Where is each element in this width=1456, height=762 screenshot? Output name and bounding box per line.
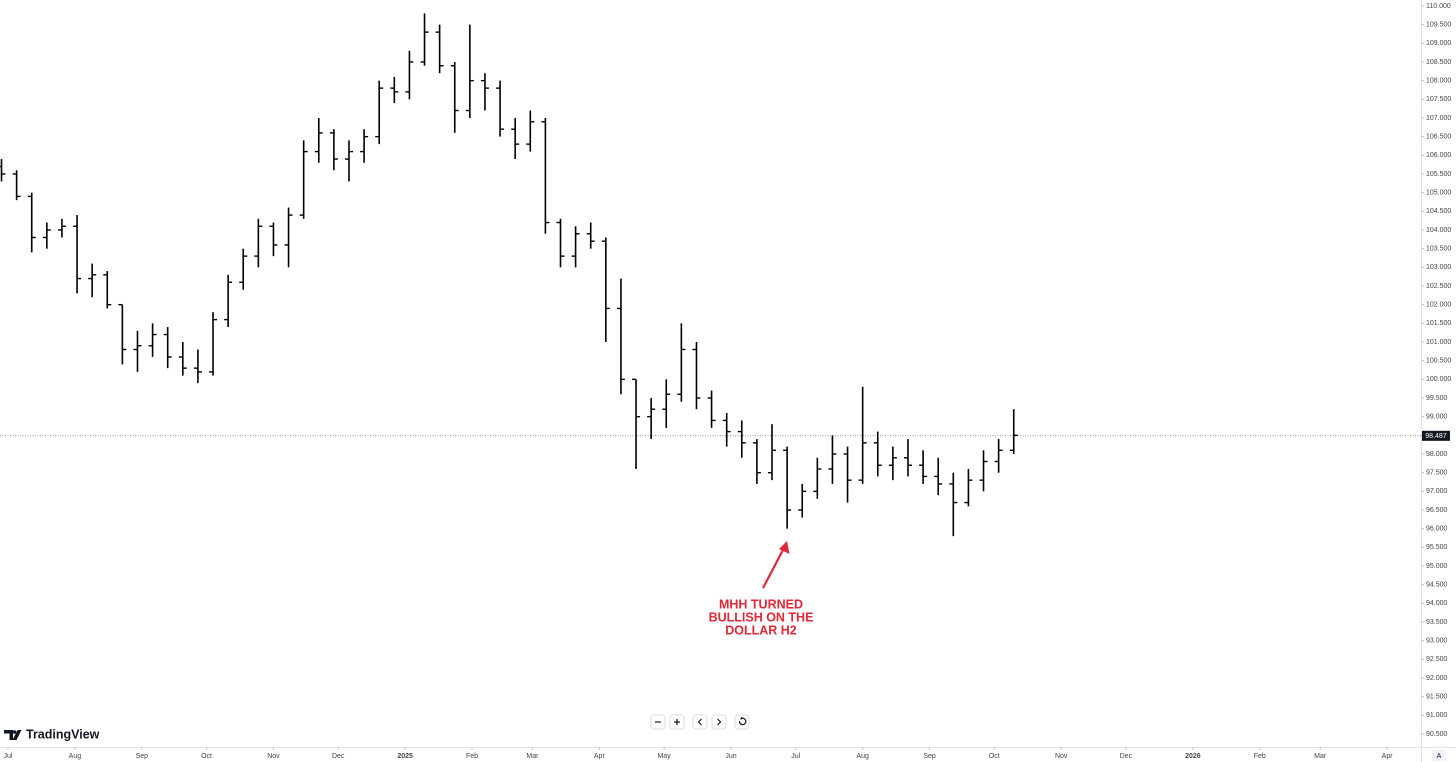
y-tick-label: 102.500 [1426, 283, 1451, 290]
x-tick-label: Aug [856, 753, 869, 760]
y-tick-label: 96.000 [1426, 526, 1448, 533]
x-tick-label: Mar [1314, 753, 1327, 760]
x-tick-label: Jul [4, 753, 13, 760]
y-tick-label: 106.500 [1426, 133, 1451, 140]
reset-button[interactable] [734, 714, 750, 730]
y-tick-label: 104.000 [1426, 227, 1451, 234]
y-tick-label: 91.500 [1426, 694, 1448, 701]
y-tick-label: 105.500 [1426, 171, 1451, 178]
last-price-label: 98.487 [1425, 433, 1447, 440]
y-tick-label: 91.000 [1426, 712, 1448, 719]
y-tick-label: 110.000 [1426, 3, 1451, 10]
x-tick-label: 2026 [1185, 753, 1201, 760]
x-tick-label: 2025 [397, 753, 413, 760]
y-tick-label: 95.500 [1426, 544, 1448, 551]
x-tick-label: Nov [267, 753, 280, 760]
y-tick-label: 99.000 [1426, 414, 1448, 421]
logo-text: TradingView [26, 727, 100, 741]
y-tick-label: 109.500 [1426, 21, 1451, 28]
y-tick-label: 108.000 [1426, 77, 1451, 84]
x-tick-label: Nov [1055, 753, 1068, 760]
y-tick-label: 105.000 [1426, 190, 1451, 197]
x-tick-label: Oct [989, 753, 1000, 760]
y-tick-label: 90.500 [1426, 731, 1448, 738]
y-tick-label: 107.000 [1426, 115, 1451, 122]
y-tick-label: 99.500 [1426, 395, 1448, 402]
y-tick-label: 93.500 [1426, 619, 1448, 626]
y-tick-label: 96.500 [1426, 507, 1448, 514]
y-tick-label: 106.000 [1426, 152, 1451, 159]
nav-buttons [650, 714, 750, 730]
scroll-left-icon [697, 718, 702, 726]
y-tick-label: 102.000 [1426, 302, 1451, 309]
x-tick-label: Oct [201, 753, 212, 760]
zoom-in-icon [674, 719, 680, 725]
scroll-left-button[interactable] [692, 714, 708, 730]
y-tick-label: 92.000 [1426, 675, 1448, 682]
x-tick-label: Apr [1382, 753, 1394, 760]
x-tick-label: Jul [791, 753, 800, 760]
annotation-arrow [762, 547, 785, 589]
y-tick-label: 103.000 [1426, 264, 1451, 271]
annotation-text: DOLLAR H2 [725, 623, 797, 637]
x-tick-label: Apr [594, 753, 606, 760]
logo-dot [12, 730, 17, 734]
logo: TradingView [4, 727, 100, 741]
annotation-arrowhead [779, 541, 790, 554]
y-tick-label: 100.500 [1426, 358, 1451, 365]
x-tick-label: Feb [1254, 753, 1266, 760]
x-tick-label: Sep [923, 753, 936, 760]
y-tick-label: 92.500 [1426, 656, 1448, 663]
y-tick-label: 97.500 [1426, 470, 1448, 477]
annotation-text: MHH TURNED [719, 597, 803, 611]
y-tick-label: 94.000 [1426, 600, 1448, 607]
y-tick-label: 103.500 [1426, 246, 1451, 253]
y-tick-label: 101.000 [1426, 339, 1451, 346]
x-tick-label: Feb [466, 753, 478, 760]
x-tick-label: Aug [69, 753, 82, 760]
y-tick-label: 107.500 [1426, 96, 1451, 103]
y-tick-label: 93.000 [1426, 638, 1448, 645]
logo-icon [4, 730, 22, 740]
y-tick-label: 94.500 [1426, 582, 1448, 589]
x-tick-label: Jun [725, 753, 736, 760]
reset-icon [738, 716, 747, 726]
x-tick-label: Sep [136, 753, 149, 760]
y-tick-label: 104.500 [1426, 208, 1451, 215]
last-price-box [1422, 430, 1450, 441]
x-tick-label: May [657, 753, 671, 760]
x-tick-label: Dec [332, 753, 345, 760]
y-tick-label: 108.500 [1426, 59, 1451, 66]
y-tick-label: 109.000 [1426, 40, 1451, 47]
auto-scale-button[interactable] [1432, 750, 1446, 761]
scroll-right-icon [717, 718, 722, 726]
auto-scale-label: A [1437, 753, 1442, 760]
annotation-text: BULLISH ON THE [709, 610, 814, 624]
y-tick-label: 97.000 [1426, 488, 1448, 495]
y-tick-label: 95.000 [1426, 563, 1448, 570]
x-tick-label: Mar [526, 753, 539, 760]
x-tick-label: Dec [1120, 753, 1133, 760]
y-tick-label: 100.000 [1426, 376, 1451, 383]
y-tick-label: 98.000 [1426, 451, 1448, 458]
ohlc-bars [0, 13, 1018, 537]
scroll-right-button[interactable] [711, 714, 727, 730]
y-tick-label: 101.500 [1426, 320, 1451, 327]
